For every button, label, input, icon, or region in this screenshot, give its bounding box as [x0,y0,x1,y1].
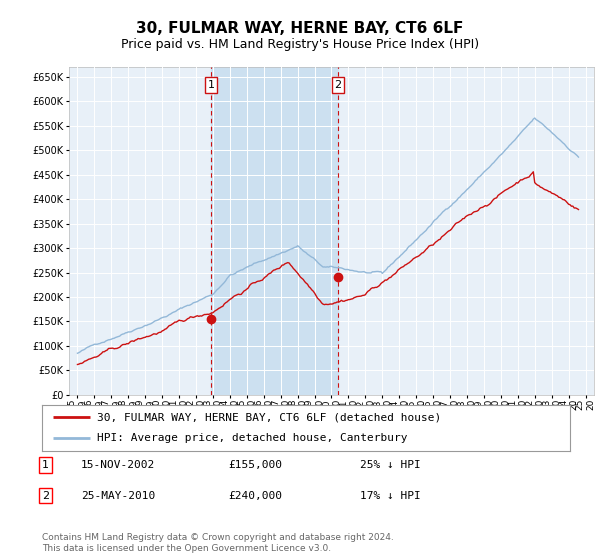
Text: 15-NOV-2002: 15-NOV-2002 [81,460,155,470]
Text: 25-MAY-2010: 25-MAY-2010 [81,491,155,501]
Text: 25% ↓ HPI: 25% ↓ HPI [360,460,421,470]
Text: Contains HM Land Registry data © Crown copyright and database right 2024.
This d: Contains HM Land Registry data © Crown c… [42,533,394,553]
Text: 17% ↓ HPI: 17% ↓ HPI [360,491,421,501]
Text: 30, FULMAR WAY, HERNE BAY, CT6 6LF: 30, FULMAR WAY, HERNE BAY, CT6 6LF [136,21,464,36]
Text: HPI: Average price, detached house, Canterbury: HPI: Average price, detached house, Cant… [97,433,408,444]
Text: 1: 1 [42,460,49,470]
Text: 1: 1 [208,80,214,90]
Text: 2: 2 [334,80,341,90]
Text: 30, FULMAR WAY, HERNE BAY, CT6 6LF (detached house): 30, FULMAR WAY, HERNE BAY, CT6 6LF (deta… [97,412,442,422]
Text: 2: 2 [42,491,49,501]
Text: £240,000: £240,000 [228,491,282,501]
Text: Price paid vs. HM Land Registry's House Price Index (HPI): Price paid vs. HM Land Registry's House … [121,38,479,50]
Text: £155,000: £155,000 [228,460,282,470]
Bar [211,67,338,395]
